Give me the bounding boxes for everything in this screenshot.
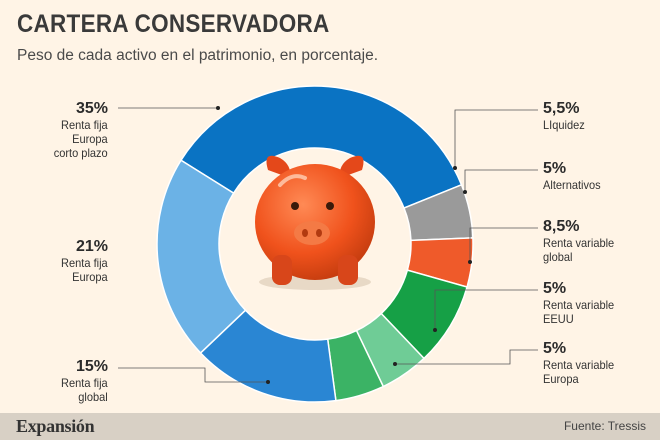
slice-label-text: EEUU: [543, 312, 574, 326]
slice-label-text: Renta fija: [61, 118, 108, 132]
leader-line-4: [434, 289, 538, 330]
slice-label-text: global: [543, 250, 573, 264]
slice-label-4: 5% Renta variable EEUU: [543, 280, 620, 326]
leader-dot-2: [463, 190, 467, 194]
slice-label-text: Renta fija: [61, 256, 108, 270]
chart-title: CARTERA CONSERVADORA: [17, 10, 330, 38]
slice-value: 5%: [543, 280, 567, 297]
slice-label-7: 21% Renta fija Europa: [57, 238, 108, 284]
slice-label-text: global: [78, 390, 108, 404]
slice-label-text: Renta variable: [543, 236, 615, 250]
slice-label-text: Europa: [543, 372, 579, 386]
slice-label-text: Renta variable: [543, 358, 615, 372]
donut-slice-7: [156, 159, 247, 355]
slice-label-0: 35% Renta fija Europa corto plazo: [49, 100, 108, 160]
leader-line-3: [469, 227, 538, 262]
leader-line-1: [454, 109, 538, 168]
chart-subtitle: Peso de cada activo en el patrimonio, en…: [17, 47, 379, 64]
slice-value: 5,5%: [543, 100, 580, 117]
slice-label-6: 15% Renta fija global: [57, 358, 108, 404]
donut-chart: [118, 85, 538, 403]
source-note: Fuente: Tressis: [563, 419, 646, 433]
slice-label-text: Renta variable: [543, 298, 615, 312]
slice-label-2: 5% Alternativos: [543, 160, 606, 192]
slice-value: 5%: [543, 340, 567, 357]
brand-logo: Expansión: [16, 416, 95, 436]
leader-line-6: [118, 367, 268, 383]
leader-dot-3: [468, 260, 472, 264]
donut-slice-0: [179, 85, 463, 210]
slice-label-text: Renta fija: [61, 376, 108, 390]
slice-label-5: 5% Renta variable Europa: [543, 340, 620, 386]
footer-bar: Expansión Fuente: Tressis: [0, 413, 660, 440]
slice-label-3: 8,5% Renta variable global: [543, 218, 620, 264]
slice-label-text: Europa: [72, 132, 108, 146]
slice-label-text: Europa: [72, 270, 108, 284]
slice-value: 5%: [543, 160, 567, 177]
slice-label-text: LIquidez: [543, 118, 585, 132]
leader-dot-1: [453, 166, 457, 170]
leader-dot-5: [393, 362, 397, 366]
leader-dot-4: [433, 328, 437, 332]
slice-label-text: corto plazo: [53, 146, 108, 160]
piggy-bank-icon: [255, 155, 375, 290]
slice-value: 15%: [75, 358, 108, 375]
leader-line-5: [395, 349, 538, 365]
slice-value: 21%: [75, 238, 108, 255]
leader-line-2: [464, 169, 538, 192]
leader-dot-6: [266, 380, 270, 384]
leader-dot-0: [216, 106, 220, 110]
slice-value: 35%: [75, 100, 108, 117]
slice-value: 8,5%: [543, 218, 580, 235]
slice-label-1: 5,5% LIquidez: [543, 100, 588, 132]
slice-label-text: Alternativos: [543, 178, 601, 192]
